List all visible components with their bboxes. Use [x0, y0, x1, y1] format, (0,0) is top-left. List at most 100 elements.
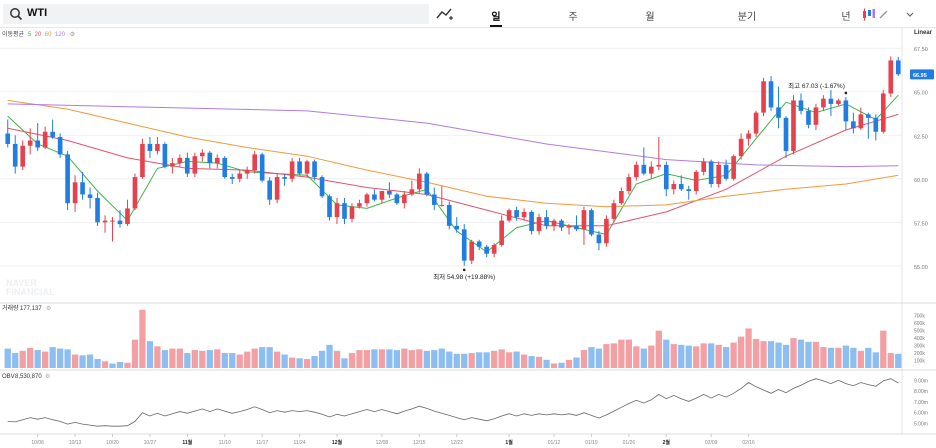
candle-body	[80, 182, 85, 195]
candle-body	[611, 203, 617, 219]
volume-bar	[131, 339, 139, 368]
obv-title: OBV	[2, 374, 15, 380]
volume-bar	[311, 356, 318, 368]
pencil-icon[interactable]	[879, 9, 889, 19]
volume-bar	[565, 359, 573, 368]
candle-body	[424, 173, 430, 195]
candle-body	[42, 131, 48, 148]
candle-body	[851, 121, 856, 129]
high-marker	[844, 91, 848, 95]
search-input[interactable]: WTI	[3, 4, 429, 24]
candle-body	[641, 164, 647, 174]
candle-body	[708, 161, 714, 185]
candle-body	[342, 203, 347, 219]
candle-body	[783, 117, 789, 151]
ma-legend-4: 120	[55, 32, 66, 38]
candle-body	[132, 177, 138, 209]
tab-yearly[interactable]: 년	[841, 12, 851, 23]
volume-bar	[513, 351, 520, 368]
candle-body	[57, 137, 63, 155]
candle-body	[701, 161, 707, 172]
candle-body	[27, 140, 33, 146]
volume-bar	[288, 357, 296, 368]
tab-quarterly[interactable]: 분기	[737, 12, 757, 23]
candle-body	[671, 184, 677, 190]
volume-settings-icon: ⚙	[46, 305, 51, 312]
volume-bars	[4, 309, 902, 368]
volume-bar	[423, 350, 430, 368]
volume-bar	[842, 345, 850, 368]
volume-bar	[408, 350, 415, 368]
candle-body	[409, 189, 415, 195]
candle-body	[574, 225, 579, 230]
x-tick-label: 02/09	[705, 440, 718, 446]
ma-20-line	[7, 113, 899, 227]
tab-daily[interactable]: 일	[491, 12, 501, 23]
volume-bar	[49, 347, 56, 368]
obv-tick-label: 9.00m	[914, 378, 928, 384]
volume-bar	[730, 342, 737, 368]
volume-bar	[71, 354, 79, 368]
candle-body	[873, 117, 879, 132]
x-tick-label: 12/22	[450, 440, 463, 446]
candle-body	[110, 220, 115, 222]
tab-monthly[interactable]: 월	[645, 12, 655, 23]
candle-body	[648, 166, 654, 174]
low-marker	[462, 268, 466, 272]
volume-bar	[827, 347, 835, 368]
price-tick-label: 55.00	[914, 265, 928, 271]
candle-body	[663, 164, 669, 190]
drawing-tool-icon[interactable]	[436, 6, 454, 22]
x-tick-label: 11/10	[219, 440, 231, 446]
volume-tick-label: 200k	[914, 351, 925, 357]
x-tick-label: 11/24	[294, 440, 306, 446]
volume-bar	[94, 359, 101, 368]
x-tick-label: 2월	[663, 439, 671, 446]
candle-body	[895, 60, 901, 75]
volume-bar	[610, 343, 618, 368]
volume-bar	[775, 342, 782, 368]
candle-body	[551, 220, 557, 226]
ma-legend-0: 이동평균	[2, 30, 25, 38]
price-tick-label: 67.50	[914, 47, 928, 53]
candle-body	[791, 100, 796, 151]
volume-bar	[416, 349, 423, 368]
x-tick-label: 11/17	[256, 440, 268, 446]
candle-body	[185, 157, 190, 174]
candle-body	[387, 190, 392, 195]
volume-title: 거래량	[2, 304, 19, 312]
price-tick-label: 65.00	[914, 91, 928, 97]
volume-bar	[670, 344, 677, 368]
candle-body	[162, 143, 168, 167]
candle-body	[72, 182, 78, 204]
volume-bar	[588, 347, 595, 368]
volume-bar	[431, 350, 438, 368]
volume-bar	[154, 346, 161, 368]
volume-bar	[805, 341, 812, 368]
candle-body	[589, 210, 594, 235]
candle-body	[327, 196, 332, 218]
volume-bar	[356, 350, 363, 368]
volume-bar	[281, 354, 288, 368]
candle-body	[357, 203, 362, 207]
candle-body	[334, 203, 340, 218]
volume-bar	[528, 356, 535, 368]
candle-body	[237, 173, 243, 179]
candle-body	[304, 161, 310, 174]
volume-bar	[520, 354, 528, 368]
chart-type-icon[interactable]	[862, 8, 876, 21]
volume-bar	[685, 345, 692, 368]
tab-weekly[interactable]: 주	[568, 12, 578, 23]
volume-tick-label: 600k	[914, 321, 925, 327]
volume-bar	[371, 349, 378, 368]
volume-bar	[797, 339, 805, 368]
expand-icon[interactable]	[905, 9, 915, 19]
search-value: WTI	[27, 7, 48, 19]
candle-body	[297, 161, 302, 174]
x-tick-label: 1월	[505, 439, 513, 446]
low-label: 최저 54.98 (+19.88%)	[433, 272, 495, 281]
candle-body	[806, 110, 811, 125]
volume-bar	[146, 341, 154, 368]
candle-body	[768, 81, 774, 108]
